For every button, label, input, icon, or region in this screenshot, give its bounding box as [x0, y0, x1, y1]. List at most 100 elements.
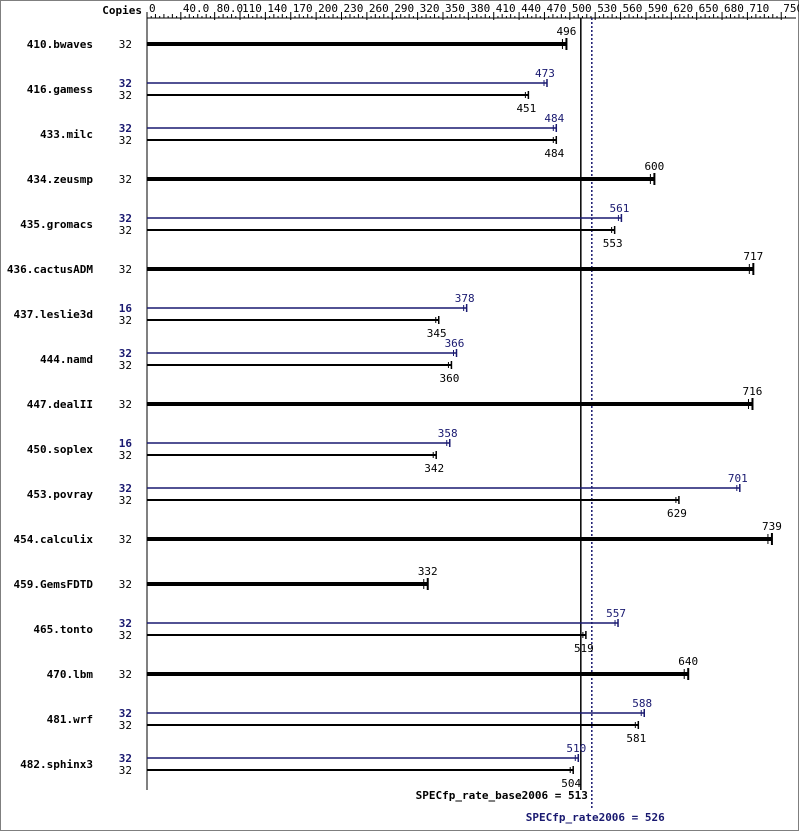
peak-copies-label: 16	[119, 302, 133, 315]
benchmark-label: 450.soplex	[27, 443, 94, 456]
x-tick-label: 530	[597, 2, 617, 15]
peak-value-label: 358	[438, 427, 458, 440]
benchmark-label: 437.leslie3d	[14, 308, 93, 321]
x-tick-label: 680	[724, 2, 744, 15]
benchmark-label: 444.namd	[40, 353, 93, 366]
peak-copies-label: 32	[119, 347, 132, 360]
copies-label: 32	[119, 668, 132, 681]
base-value-label: 451	[516, 102, 536, 115]
copies-label: 32	[119, 533, 132, 546]
benchmark-label: 433.milc	[40, 128, 93, 141]
x-tick-label: 350	[445, 2, 465, 15]
benchmark-label: 435.gromacs	[20, 218, 93, 231]
x-tick-label: 620	[673, 2, 693, 15]
peak-value-label: 557	[606, 607, 626, 620]
x-tick-label: 140	[267, 2, 287, 15]
base-value-label: 332	[418, 565, 438, 578]
x-tick-label: 750	[783, 2, 799, 15]
benchmark-label: 482.sphinx3	[20, 758, 93, 771]
x-tick-label: 260	[369, 2, 389, 15]
x-tick-label: 230	[343, 2, 363, 15]
benchmark-label: 436.cactusADM	[7, 263, 93, 276]
copies-header: Copies	[102, 4, 142, 17]
copies-label: 32	[119, 38, 132, 51]
benchmark-label: 470.lbm	[47, 668, 94, 681]
peak-copies-label: 32	[119, 212, 132, 225]
x-tick-label: 470	[546, 2, 566, 15]
x-tick-label: 80.0	[217, 2, 244, 15]
x-tick-label: 170	[293, 2, 313, 15]
peak-value-label: 366	[445, 337, 465, 350]
peak-value-label: 561	[609, 202, 629, 215]
base-value-label: 717	[743, 250, 763, 263]
copies-label: 32	[119, 398, 132, 411]
x-tick-label: 650	[699, 2, 719, 15]
peak-value-label: 588	[632, 697, 652, 710]
base-copies-label: 32	[119, 89, 132, 102]
x-tick-label: 590	[648, 2, 668, 15]
peak-value-label: 510	[566, 742, 586, 755]
copies-label: 32	[119, 578, 132, 591]
peak-copies-label: 16	[119, 437, 133, 450]
x-tick-label: 200	[318, 2, 338, 15]
base-value-label: 496	[557, 25, 577, 38]
base-value-label: 739	[762, 520, 782, 533]
benchmark-label: 434.zeusmp	[27, 173, 94, 186]
x-tick-label: 290	[394, 2, 414, 15]
benchmark-label: 447.dealII	[27, 398, 93, 411]
base-copies-label: 32	[119, 449, 132, 462]
base-copies-label: 32	[119, 134, 132, 147]
base-value-label: 716	[743, 385, 763, 398]
base-value-label: 629	[667, 507, 687, 520]
base-value-label: 553	[603, 237, 623, 250]
x-tick-label: 40.0	[183, 2, 210, 15]
benchmark-label: 416.gamess	[27, 83, 93, 96]
base-value-label: 360	[439, 372, 459, 385]
base-value-label: 504	[561, 777, 581, 790]
base-value-label: 581	[626, 732, 646, 745]
copies-label: 32	[119, 173, 132, 186]
peak-copies-label: 32	[119, 482, 132, 495]
base-copies-label: 32	[119, 224, 132, 237]
base-copies-label: 32	[119, 494, 132, 507]
x-tick-label: 560	[623, 2, 643, 15]
benchmark-label: 459.GemsFDTD	[14, 578, 94, 591]
base-value-label: 342	[424, 462, 444, 475]
x-tick-label: 440	[521, 2, 541, 15]
base-copies-label: 32	[119, 764, 132, 777]
benchmark-label: 453.povray	[27, 488, 94, 501]
benchmark-label: 465.tonto	[33, 623, 93, 636]
base-reference-label: SPECfp_rate_base2006 = 513	[416, 789, 588, 802]
x-tick-label: 410	[496, 2, 516, 15]
copies-label: 32	[119, 263, 132, 276]
peak-copies-label: 32	[119, 707, 132, 720]
base-value-label: 600	[644, 160, 664, 173]
x-tick-label: 0	[149, 2, 156, 15]
peak-value-label: 473	[535, 67, 555, 80]
x-tick-label: 710	[749, 2, 769, 15]
base-copies-label: 32	[119, 359, 132, 372]
base-copies-label: 32	[119, 314, 132, 327]
peak-copies-label: 32	[119, 77, 132, 90]
peak-reference-label: SPECfp_rate2006 = 526	[526, 811, 665, 824]
benchmark-label: 410.bwaves	[27, 38, 93, 51]
benchmark-label: 481.wrf	[47, 713, 93, 726]
base-value-label: 640	[678, 655, 698, 668]
base-value-label: 345	[427, 327, 447, 340]
peak-value-label: 484	[544, 112, 564, 125]
x-tick-label: 110	[242, 2, 262, 15]
base-copies-label: 32	[119, 719, 132, 732]
base-copies-label: 32	[119, 629, 132, 642]
peak-value-label: 378	[455, 292, 475, 305]
peak-copies-label: 32	[119, 617, 132, 630]
benchmark-label: 454.calculix	[14, 533, 94, 546]
base-value-label: 484	[544, 147, 564, 160]
x-tick-label: 380	[470, 2, 490, 15]
peak-copies-label: 32	[119, 122, 132, 135]
peak-value-label: 701	[728, 472, 748, 485]
x-tick-label: 320	[420, 2, 440, 15]
x-tick-label: 500	[572, 2, 592, 15]
